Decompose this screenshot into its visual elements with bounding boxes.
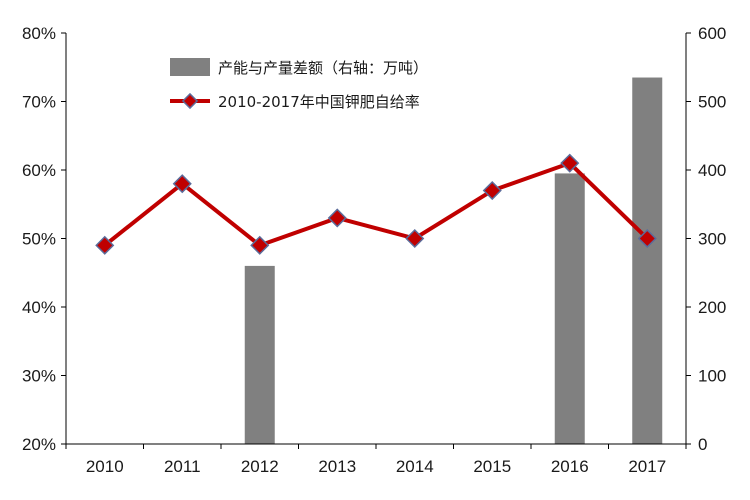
right-tick-label: 300 [698, 230, 726, 249]
line-point-2013 [327, 208, 347, 228]
x-tick-label: 2012 [241, 457, 279, 476]
line-series [103, 160, 649, 248]
x-tick-label: 2011 [164, 457, 201, 476]
left-tick-label: 20% [22, 435, 56, 454]
x-tick-label: 2016 [551, 457, 589, 476]
line-point-2015 [482, 181, 502, 201]
x-tick-label: 2013 [318, 457, 356, 476]
left-tick-label: 80% [22, 24, 56, 43]
legend-bar-label: 产能与产量差额（右轴：万吨） [218, 59, 428, 77]
right-tick-label: 200 [698, 298, 726, 317]
x-tick-label: 2014 [396, 457, 434, 476]
bar-2016 [554, 173, 585, 445]
left-tick-label: 40% [22, 298, 56, 317]
x-tick-label: 2017 [628, 457, 666, 476]
line-point-2010 [95, 235, 115, 255]
line-point-2017 [637, 228, 657, 249]
left-tick-label: 60% [22, 161, 56, 180]
left-tick-label: 50% [22, 230, 56, 249]
bar-2012 [244, 265, 275, 444]
legend-bar-swatch [170, 58, 210, 76]
left-tick-label: 30% [22, 367, 56, 386]
right-tick-label: 600 [698, 24, 726, 43]
legend-line-label: 2010-2017年中国钾肥自给率 [218, 93, 420, 111]
x-tick-label: 2015 [473, 457, 511, 476]
right-tick-label: 400 [698, 161, 726, 180]
line-point-2011 [172, 174, 192, 194]
legend: 产能与产量差额（右轴：万吨） 2010-2017年中国钾肥自给率 [170, 58, 428, 111]
right-tick-label: 500 [698, 93, 726, 112]
line-point-2014 [405, 228, 425, 249]
legend-line-marker [181, 92, 199, 110]
line-point-2012 [250, 235, 270, 255]
right-tick-label: 0 [698, 435, 707, 454]
bar-2017 [632, 77, 663, 445]
left-tick-label: 70% [22, 93, 56, 112]
x-tick-label: 2010 [86, 457, 124, 476]
line-point-2016 [560, 153, 580, 173]
right-tick-label: 100 [698, 367, 726, 386]
